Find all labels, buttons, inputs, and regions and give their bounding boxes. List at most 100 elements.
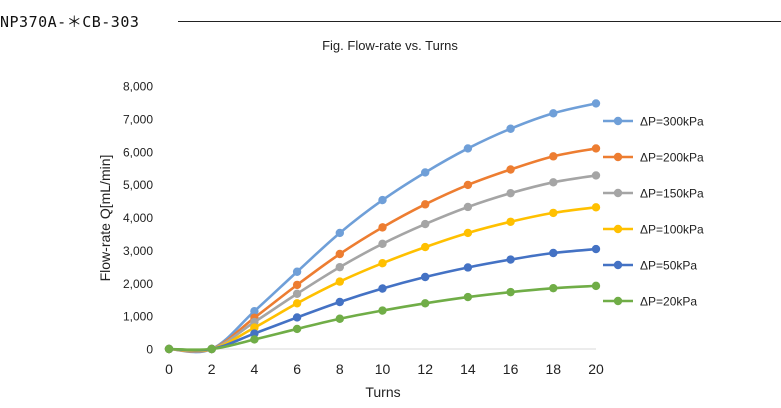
series-line (168, 147, 597, 353)
legend-item: ΔP=50kPa (603, 259, 697, 273)
data-point (292, 280, 302, 290)
data-point (292, 299, 302, 308)
data-point (506, 188, 515, 198)
x-tick-label: 0 (165, 361, 173, 377)
data-point (335, 314, 344, 323)
y-tick-label: 5,000 (123, 178, 153, 192)
data-point (421, 219, 430, 229)
data-point (506, 165, 515, 174)
data-point (549, 109, 558, 118)
data-point (378, 258, 387, 268)
legend-item: ΔP=200kPa (603, 151, 704, 165)
legend-label: ΔP=150kPa (640, 187, 704, 201)
data-point (463, 202, 473, 212)
data-point (292, 313, 302, 322)
data-point (591, 203, 601, 212)
data-point (378, 306, 387, 315)
x-tick-label: 20 (588, 361, 604, 377)
x-tick-label: 12 (417, 361, 433, 377)
data-point (591, 171, 601, 180)
legend-marker (613, 224, 623, 234)
y-tick-label: 8,000 (123, 80, 153, 94)
data-point (421, 242, 430, 252)
data-point (549, 283, 558, 293)
data-point (378, 239, 387, 248)
data-point (549, 248, 558, 258)
x-tick-label: 16 (503, 361, 519, 377)
y-tick-label: 6,000 (123, 145, 153, 159)
y-axis-label: Flow-rate Q[mL/min] (97, 155, 113, 282)
axis-ticks: 0 2 4 6 8 10 12 14 16 18 20 0 1,000 2,000 3,000 4,000 5,… (123, 80, 604, 378)
x-axis-label: Turns (365, 384, 400, 400)
data-point (463, 228, 473, 238)
model-number: NP370A-＊CB-303 (0, 13, 140, 31)
legend-marker (613, 116, 623, 126)
data-point (335, 277, 344, 286)
data-point (591, 281, 601, 291)
y-tick-label: 7,000 (123, 112, 153, 126)
y-tick-label: 2,000 (123, 277, 153, 291)
data-point (549, 208, 558, 218)
data-point (506, 124, 515, 133)
legend-label: ΔP=200kPa (640, 151, 704, 165)
data-point (335, 297, 344, 307)
data-point (378, 195, 387, 205)
series-layer (164, 99, 601, 354)
header-divider (178, 21, 781, 22)
data-point (250, 323, 259, 332)
legend-label: ΔP=50kPa (640, 259, 697, 273)
x-tick-label: 18 (546, 361, 562, 377)
data-point (335, 262, 344, 272)
legend-marker (613, 260, 623, 270)
data-point (250, 335, 259, 344)
series-group (164, 281, 601, 354)
data-point (463, 180, 473, 190)
data-point (549, 178, 558, 187)
document-header: NP370A-＊CB-303 (0, 0, 781, 34)
x-tick-label: 4 (251, 361, 259, 377)
y-tick-label: 3,000 (123, 244, 153, 258)
legend-item: ΔP=300kPa (603, 115, 704, 129)
data-point (506, 287, 515, 297)
data-point (378, 223, 387, 232)
series-group (164, 144, 601, 354)
legend-item: ΔP=20kPa (603, 295, 697, 309)
data-point (591, 99, 601, 108)
data-point (421, 272, 430, 282)
data-point (591, 144, 601, 153)
legend-label: ΔP=300kPa (640, 115, 704, 129)
data-point (292, 324, 302, 334)
legend: ΔP=300kPa ΔP=200kPa ΔP=150kPa ΔP=100kPa ΔP=5… (603, 115, 704, 309)
data-point (335, 228, 344, 238)
chart-title: Fig. Flow-rate vs. Turns (322, 38, 458, 53)
data-point (378, 284, 387, 293)
data-point (463, 292, 473, 302)
legend-label: ΔP=20kPa (640, 295, 697, 309)
legend-marker (613, 188, 623, 198)
data-point (421, 200, 430, 209)
data-point (250, 329, 259, 338)
x-tick-label: 2 (208, 361, 216, 377)
data-point (335, 249, 344, 259)
data-point (250, 306, 259, 316)
x-tick-label: 6 (293, 361, 301, 377)
x-tick-label: 10 (375, 361, 391, 377)
legend-marker (613, 152, 623, 162)
data-point (463, 263, 473, 272)
data-point (292, 289, 302, 298)
legend-item: ΔP=100kPa (603, 223, 704, 237)
data-point (506, 255, 515, 264)
y-tick-label: 4,000 (123, 211, 153, 225)
x-tick-label: 14 (460, 361, 476, 377)
x-tick-label: 8 (336, 361, 344, 377)
legend-label: ΔP=100kPa (640, 223, 704, 237)
data-point (292, 267, 302, 276)
data-point (207, 344, 216, 354)
data-point (591, 244, 601, 254)
legend-item: ΔP=150kPa (603, 187, 704, 201)
data-point (506, 217, 515, 226)
data-point (164, 344, 174, 354)
data-point (463, 144, 473, 153)
data-point (549, 152, 558, 161)
